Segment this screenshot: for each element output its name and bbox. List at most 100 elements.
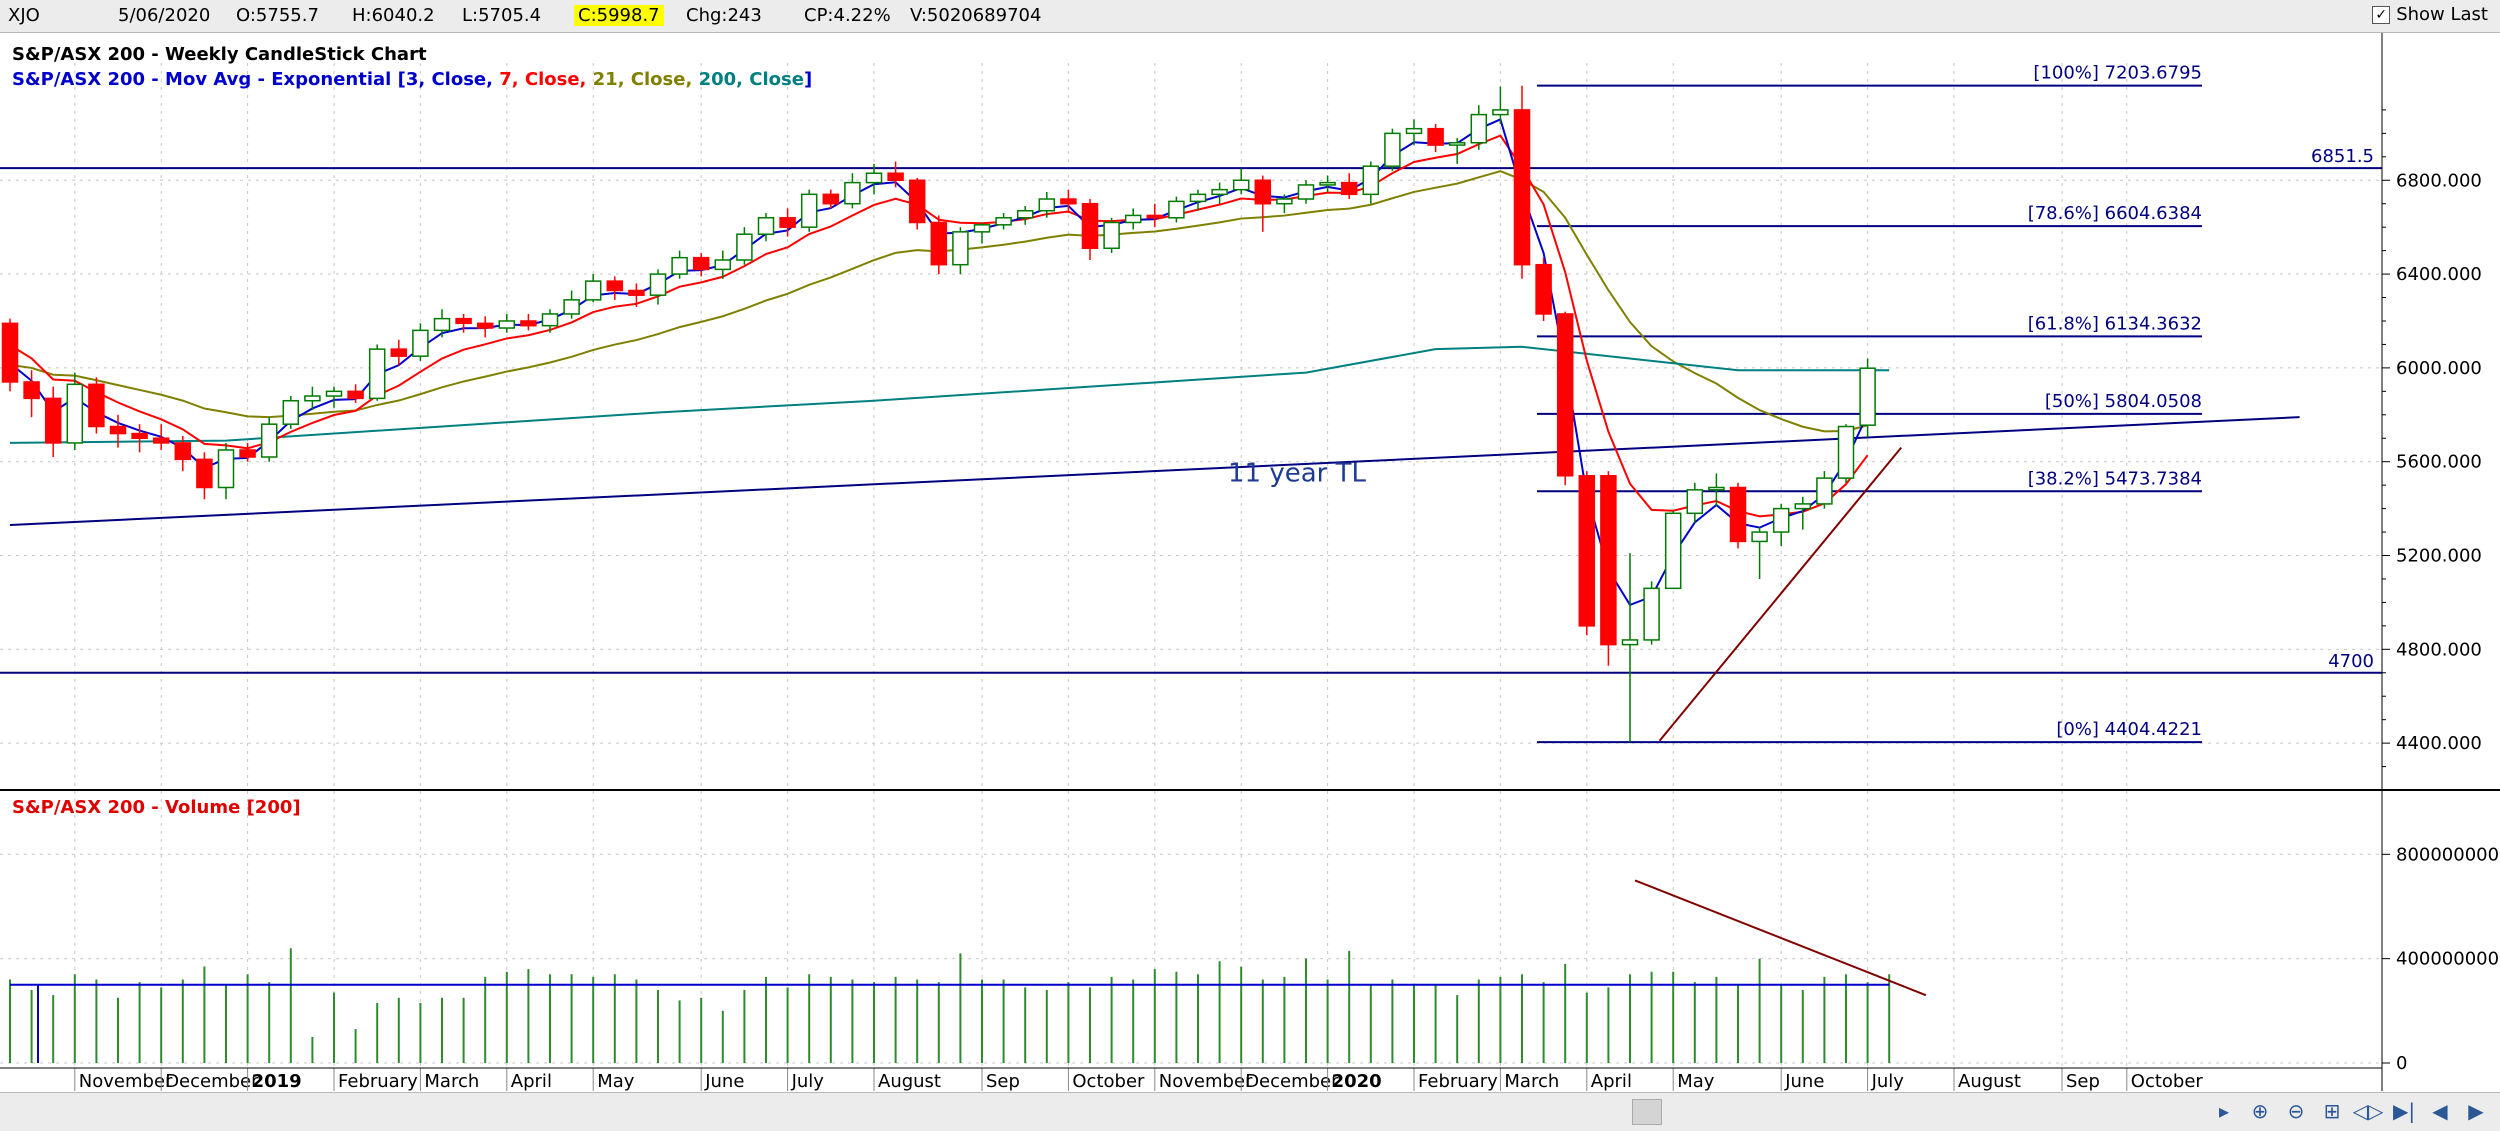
x-tick-label-10: Sep xyxy=(986,1071,1020,1091)
candle-body xyxy=(606,280,624,292)
scroll-right-icon[interactable]: ▸ xyxy=(2218,1099,2230,1123)
candle-body xyxy=(1621,639,1639,646)
candle-body xyxy=(282,399,300,425)
candle-body xyxy=(1729,486,1747,543)
show-last-label: Show Last xyxy=(2396,4,2488,25)
candle-body xyxy=(952,231,969,266)
y-tick-label-6: 4400.000 xyxy=(2396,733,2482,754)
candle-body xyxy=(671,256,688,275)
x-tick-label-6: May xyxy=(597,1071,635,1091)
x-tick-label-22: Sep xyxy=(2066,1071,2100,1091)
levels: 6851.5 4700 [100%] 7203.6795 [78.6%] 6604.6… xyxy=(0,63,2382,744)
close-label: C:5998.7 xyxy=(574,5,664,26)
candle-body xyxy=(1772,507,1790,533)
candle-body xyxy=(217,449,235,489)
candle-body xyxy=(1319,181,1336,186)
go-end-icon[interactable]: ▶| xyxy=(2392,1099,2416,1123)
candle-body xyxy=(1837,425,1855,479)
x-tick-label-7: June xyxy=(704,1071,744,1091)
x-tick-label-19: June xyxy=(1784,1071,1824,1091)
show-last-toggle[interactable]: ✓ Show Last xyxy=(2372,4,2488,25)
next-icon[interactable]: ▶ xyxy=(2468,1099,2484,1123)
candle-body xyxy=(1297,184,1315,200)
candle-body xyxy=(196,458,213,489)
checkmark-icon[interactable]: ✓ xyxy=(2372,5,2391,24)
quote-bar: XJO 5/06/2020 O:5755.7 H:6040.2 L:5705.4… xyxy=(0,0,2500,33)
vol-y-tick-label-0: 8000000000 xyxy=(2396,844,2500,865)
candle-body xyxy=(714,259,732,271)
candle-body xyxy=(66,383,84,444)
zoom-in-icon[interactable]: ⊕ xyxy=(2251,1099,2269,1123)
candle-body xyxy=(584,280,602,301)
candle-body xyxy=(1362,165,1380,196)
prev-icon[interactable]: ◀ xyxy=(2432,1099,2448,1123)
candle-body xyxy=(1232,179,1250,191)
zoom-out-icon[interactable]: ⊖ xyxy=(2287,1099,2305,1123)
level-label-0: 6851.5 xyxy=(2311,146,2374,167)
candle-body xyxy=(412,329,429,357)
candle-body xyxy=(1276,198,1293,205)
candle-body xyxy=(1,322,19,383)
fib-label-0: [100%] 7203.6795 xyxy=(2033,63,2202,84)
candle-body xyxy=(520,320,537,327)
candle-body xyxy=(109,425,127,435)
candle-body xyxy=(822,193,840,205)
x-tick-label-12: November xyxy=(1159,1071,1253,1091)
candle-body xyxy=(800,193,818,228)
scroll-bar[interactable]: ▸ ⊕ ⊖ ⊞ ◁▷ ▶| ◀ ▶ xyxy=(0,1092,2500,1131)
candle-body xyxy=(1578,475,1596,627)
x-tick-label-23: October xyxy=(2131,1071,2204,1091)
ema200-line xyxy=(9,345,1890,444)
x-tick-label-15: February xyxy=(1418,1071,1498,1091)
x-tick-label-1: December xyxy=(165,1071,259,1091)
candle-body xyxy=(844,181,861,205)
symbol-label: XJO xyxy=(8,5,40,26)
candle-body xyxy=(779,217,796,228)
candle-body xyxy=(1600,475,1617,646)
indicator-param-2: 21, Close, xyxy=(593,69,699,90)
fib-label-2: [61.8%] 6134.3632 xyxy=(2028,313,2202,334)
x-tick-label-0: November xyxy=(79,1071,173,1091)
candle-body xyxy=(260,423,278,458)
candle-body xyxy=(476,322,494,329)
candle-body xyxy=(563,299,580,315)
ema7-line xyxy=(9,134,1869,518)
candle-body xyxy=(368,348,386,400)
candle-body xyxy=(131,432,148,439)
candle-body xyxy=(433,317,451,332)
candle-body xyxy=(44,397,62,444)
candle-body xyxy=(1535,263,1552,315)
candle-body xyxy=(390,348,408,357)
candle-body xyxy=(1405,127,1423,135)
candle-body xyxy=(1859,367,1876,426)
candle-body xyxy=(541,313,559,327)
candle-body xyxy=(1189,193,1207,203)
volume-label: V:5020689704 xyxy=(910,5,1042,26)
candle-body xyxy=(325,390,343,397)
fib-label-1: [78.6%] 6604.6384 xyxy=(2028,203,2202,224)
y-tick-label-5: 4800.000 xyxy=(2396,639,2482,660)
candle-body xyxy=(347,390,364,400)
x-tick-label-4: March xyxy=(424,1071,479,1091)
open-label: O:5755.7 xyxy=(236,5,319,26)
candle-body xyxy=(757,217,775,235)
expand-icon[interactable]: ◁▷ xyxy=(2352,1099,2384,1123)
candle-body xyxy=(628,289,645,296)
candle-body xyxy=(1340,181,1358,196)
y-tick-label-2: 6000.000 xyxy=(2396,358,2482,379)
y-tick-label-4: 5200.000 xyxy=(2396,546,2482,567)
scroll-thumb[interactable] xyxy=(1632,1099,1662,1125)
candle-body xyxy=(930,221,948,266)
indicator-param-3: 200, Close xyxy=(699,69,804,90)
chart-area[interactable]: 6851.5 4700 [100%] 7203.6795 [78.6%] 6604.6… xyxy=(0,33,2500,1091)
candles xyxy=(1,85,1876,743)
candle-body xyxy=(304,395,321,402)
x-tick-label-13: December xyxy=(1245,1071,1339,1091)
candle-body xyxy=(1794,503,1812,510)
low-label: L:5705.4 xyxy=(462,5,542,26)
candle-body xyxy=(1643,587,1660,641)
x-tick-label-8: July xyxy=(791,1071,825,1091)
candle-body xyxy=(995,217,1012,226)
zoom-fit-icon[interactable]: ⊞ xyxy=(2323,1099,2341,1123)
